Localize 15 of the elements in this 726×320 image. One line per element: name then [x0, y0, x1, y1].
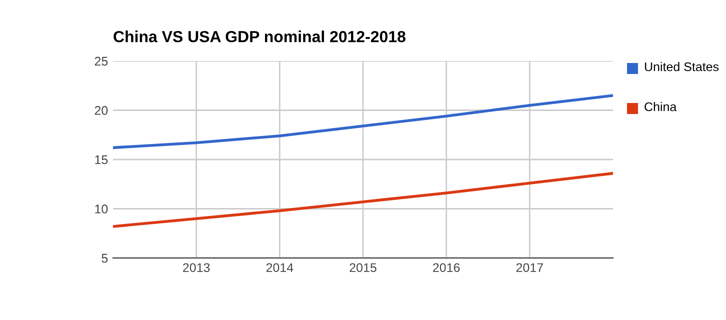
- line-series: [113, 172, 613, 228]
- x-tick-label: 2013: [183, 263, 210, 272]
- x-tick-label: 2015: [350, 263, 376, 272]
- y-tick-label: 25: [94, 56, 108, 66]
- y-tick-label: 5: [102, 254, 108, 263]
- y-tick-label: 15: [95, 155, 108, 164]
- line-series: [113, 94, 613, 150]
- x-tick-label: 2016: [433, 263, 460, 272]
- x-tick-label: 2017: [516, 263, 543, 272]
- legend-label: China: [644, 102, 677, 112]
- x-tick-label: 2014: [266, 263, 294, 272]
- legend-label: United States: [644, 62, 719, 72]
- y-tick-label: 20: [94, 106, 108, 115]
- chart-title: China VS USA GDP nominal 2012-2018: [114, 30, 406, 42]
- y-tick-label: 10: [95, 204, 108, 214]
